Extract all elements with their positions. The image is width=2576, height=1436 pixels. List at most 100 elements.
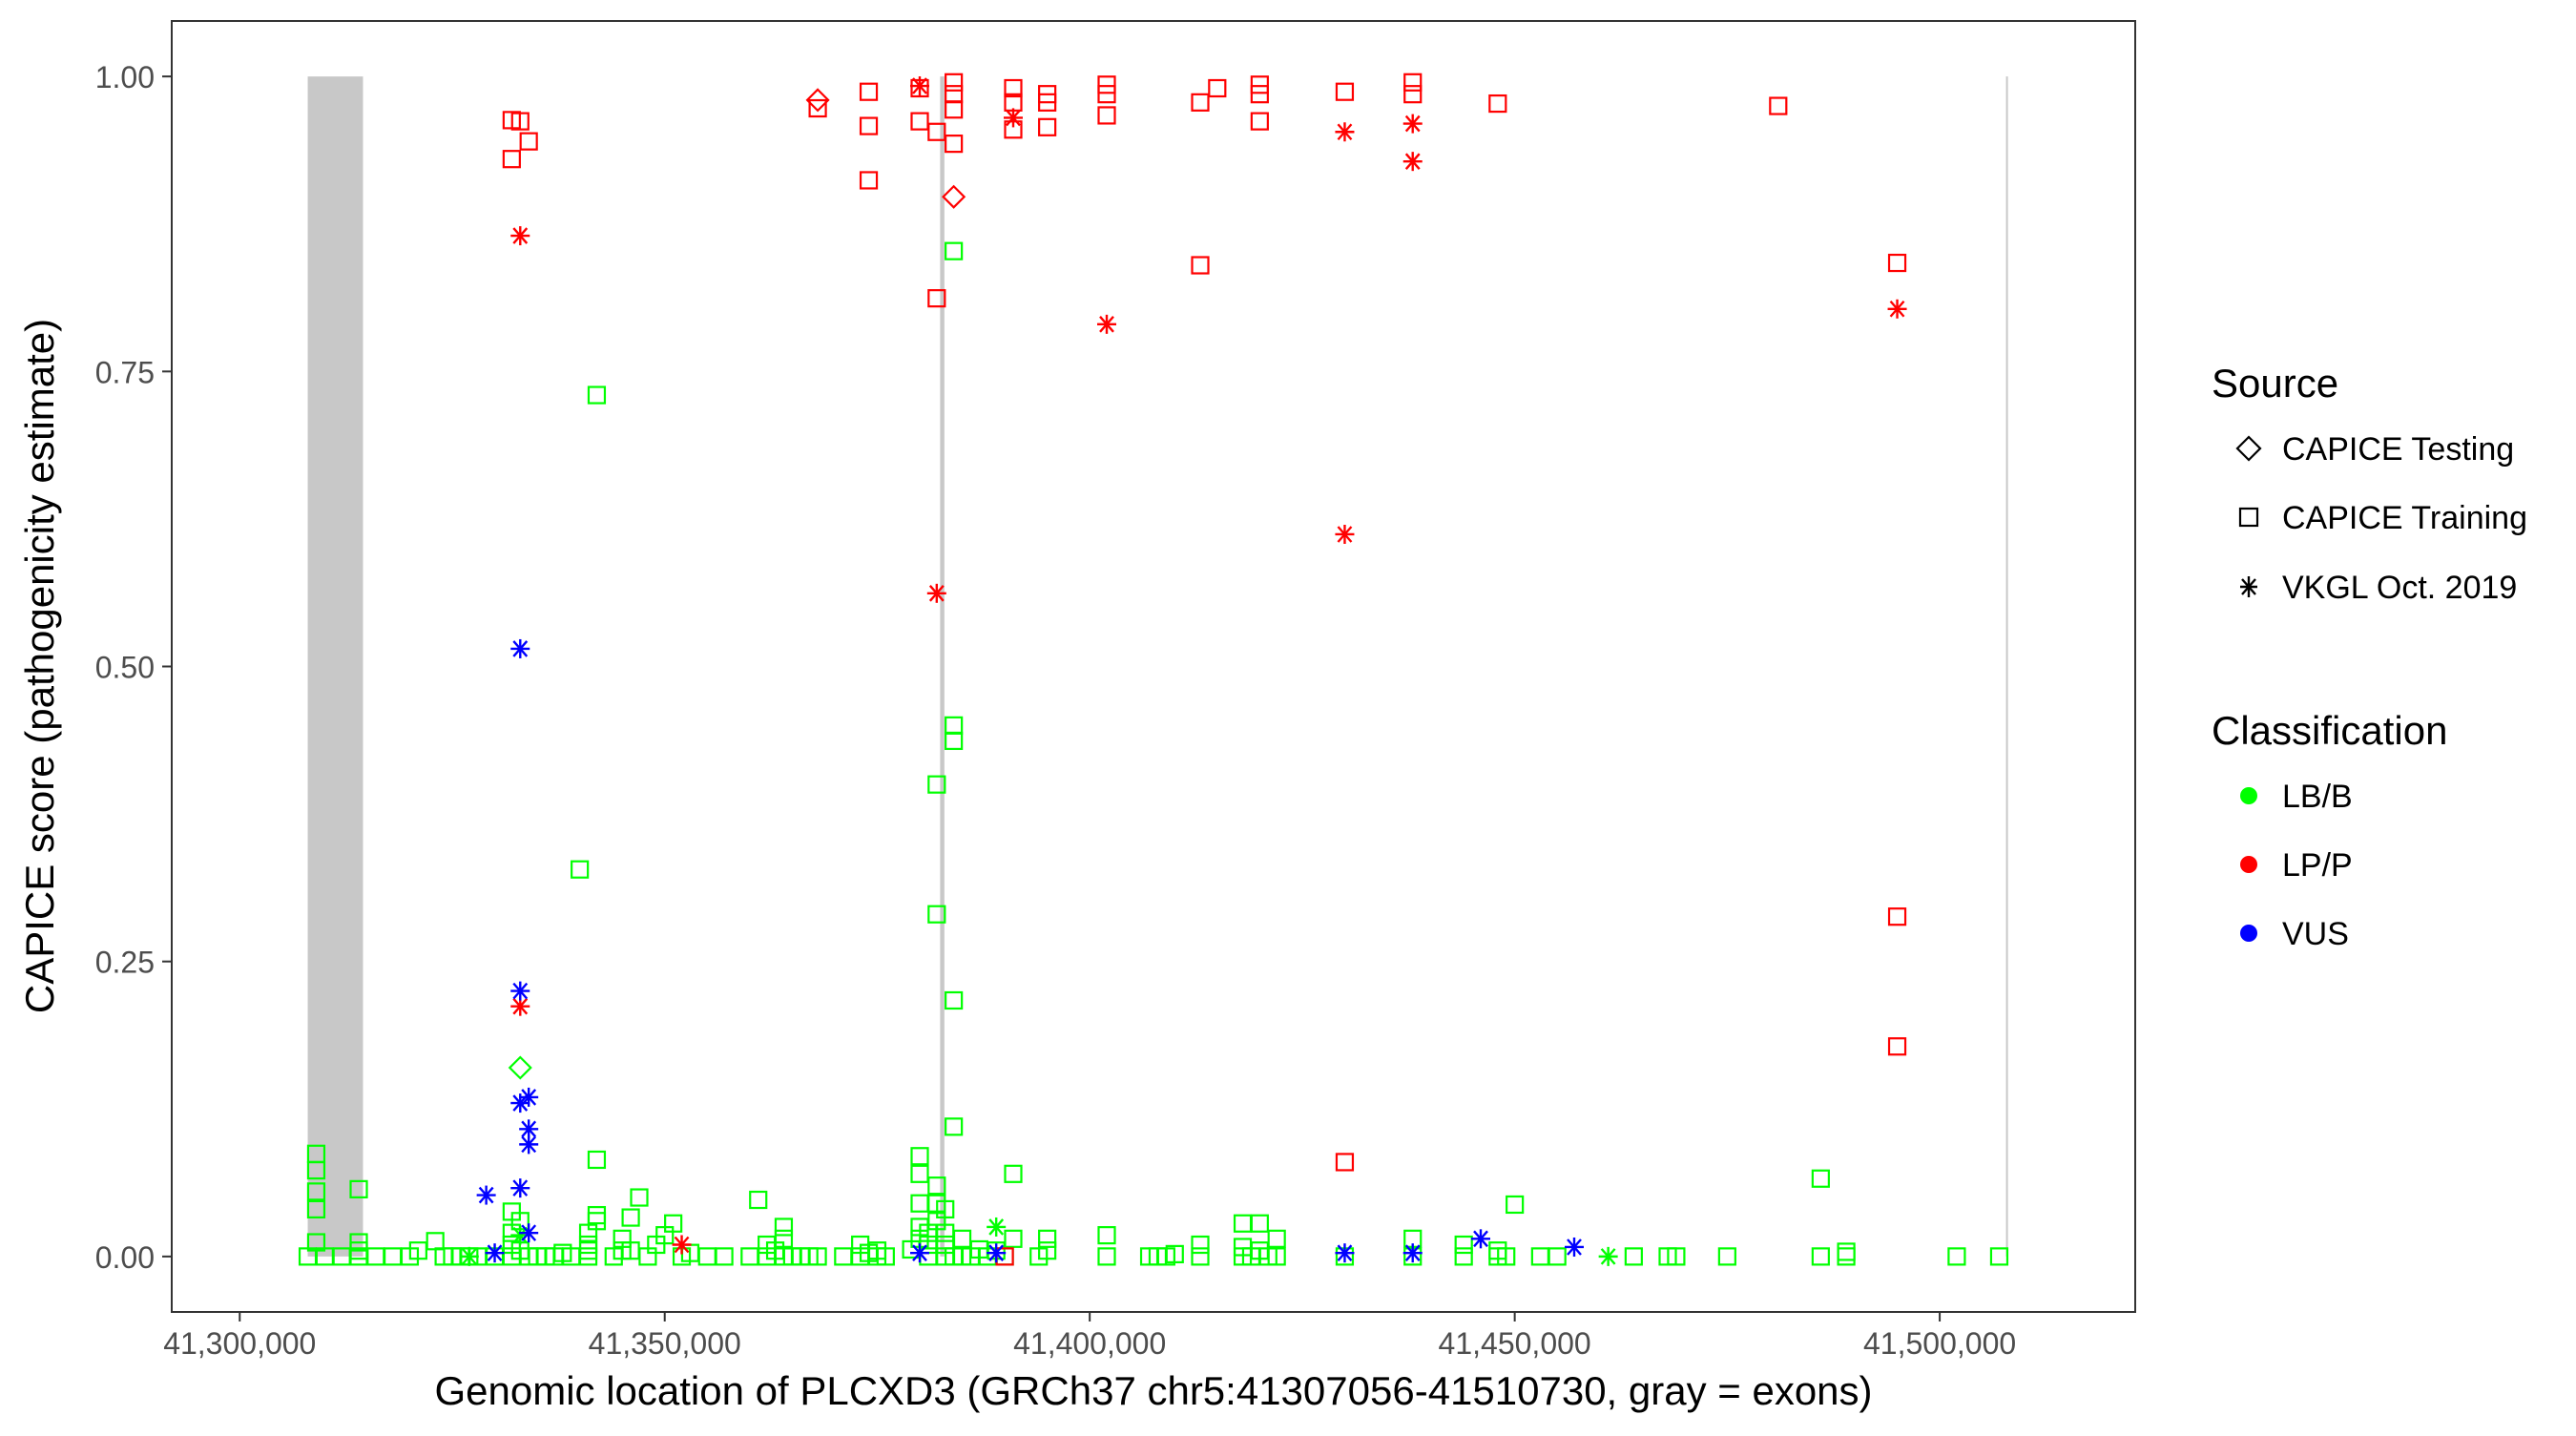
point-vkgl [1402, 1243, 1423, 1263]
point-training [1267, 1229, 1286, 1248]
point-vkgl [1335, 122, 1355, 142]
point-training [1506, 1195, 1525, 1215]
point-vkgl [510, 996, 530, 1016]
point-training [1233, 1214, 1253, 1233]
point-vkgl [519, 1134, 539, 1155]
point-training [859, 82, 879, 101]
point-vkgl [1402, 114, 1423, 134]
point-vkgl [476, 1185, 496, 1205]
point-training [910, 1194, 929, 1213]
point-training [945, 85, 964, 104]
point-vkgl [485, 1243, 505, 1263]
point-vkgl [510, 1178, 530, 1198]
x-axis-title: Genomic location of PLCXD3 (GRCh37 chr5:… [434, 1368, 1872, 1413]
point-training [1811, 1169, 1830, 1188]
point-training [1667, 1247, 1686, 1266]
legend-class-item-lbb: LB/B [2282, 779, 2353, 815]
point-training [621, 1208, 640, 1227]
legend-vus-dot-icon [2240, 925, 2257, 942]
point-training [1488, 94, 1507, 114]
x-tick-label: 41,350,000 [589, 1326, 741, 1361]
point-training [1548, 1247, 1567, 1266]
point-training [774, 1217, 794, 1237]
point-training [945, 241, 964, 260]
point-vkgl [459, 1246, 479, 1266]
point-vkgl [510, 981, 530, 1001]
point-training [587, 1150, 607, 1170]
x-tick-label: 41,450,000 [1439, 1326, 1591, 1361]
point-training [571, 860, 590, 879]
point-vkgl [1565, 1237, 1584, 1257]
point-training [808, 1247, 827, 1266]
point-training [1887, 907, 1907, 926]
point-vkgl [1335, 524, 1355, 544]
point-training [859, 171, 879, 190]
point-training [1497, 1247, 1516, 1266]
point-training [1403, 85, 1423, 104]
point-training [1191, 256, 1210, 275]
point-vkgl [519, 1087, 539, 1107]
point-vkgl [910, 76, 929, 96]
point-vkgl [1335, 1243, 1355, 1263]
point-training [1454, 1235, 1473, 1255]
point-vkgl [926, 583, 946, 603]
point-training [1887, 253, 1907, 273]
y-tick-label: 0.00 [95, 1240, 155, 1275]
legend-source-item-testing: CAPICE Testing [2282, 431, 2514, 468]
point-vkgl [510, 638, 530, 658]
point-training [952, 1229, 972, 1248]
point-training [1097, 1247, 1116, 1266]
point-training [1250, 1214, 1269, 1233]
point-vkgl [910, 1243, 929, 1263]
point-training [1717, 1247, 1736, 1266]
legend-source-title: Source [2212, 361, 2338, 406]
point-training [519, 132, 538, 151]
point-training [1837, 1247, 1856, 1266]
point-training [808, 98, 827, 118]
point-training [587, 385, 607, 405]
axis-layer: 0.00 0.25 0.50 0.75 1.00 41,300,000 41,350,000… [95, 60, 2016, 1361]
point-training [697, 1247, 717, 1266]
point-training [945, 731, 964, 751]
point-training [1097, 106, 1116, 125]
point-training [1454, 1247, 1473, 1266]
point-training [1811, 1247, 1830, 1266]
point-training [1769, 96, 1788, 115]
point-vkgl [1402, 152, 1423, 172]
point-training [664, 1214, 683, 1233]
point-vkgl [672, 1235, 692, 1255]
point-training [1335, 82, 1355, 101]
point-training [910, 1164, 929, 1183]
point-training [1403, 73, 1423, 92]
point-training [408, 1241, 427, 1260]
point-training [1208, 78, 1227, 98]
point-vkgl [1598, 1246, 1618, 1266]
point-vkgl [987, 1243, 1007, 1263]
point-training [1837, 1242, 1856, 1261]
x-tick-label: 41,300,000 [163, 1326, 316, 1361]
point-training [910, 112, 929, 131]
point-training [349, 1233, 368, 1252]
y-tick-label: 0.75 [95, 355, 155, 389]
point-training [1250, 75, 1269, 94]
point-vkgl [987, 1217, 1007, 1237]
point-training [945, 990, 964, 1010]
point-layer [298, 73, 2009, 1266]
y-tick-label: 1.00 [95, 60, 155, 94]
point-vkgl [1887, 299, 1907, 319]
point-training [578, 1241, 598, 1260]
point-training [1250, 85, 1269, 104]
point-vkgl [1004, 108, 1023, 128]
point-training [876, 1247, 895, 1266]
point-training [1038, 85, 1057, 104]
point-training [1947, 1247, 1966, 1266]
legend-lbb-dot-icon [2240, 787, 2257, 804]
legend-class-title: Classification [2212, 708, 2447, 753]
exon-band-2 [2005, 76, 2008, 1257]
point-training [740, 1247, 759, 1266]
point-training [1335, 1153, 1355, 1172]
point-training [936, 1199, 955, 1219]
point-training [927, 1176, 946, 1196]
point-training [834, 1247, 853, 1266]
